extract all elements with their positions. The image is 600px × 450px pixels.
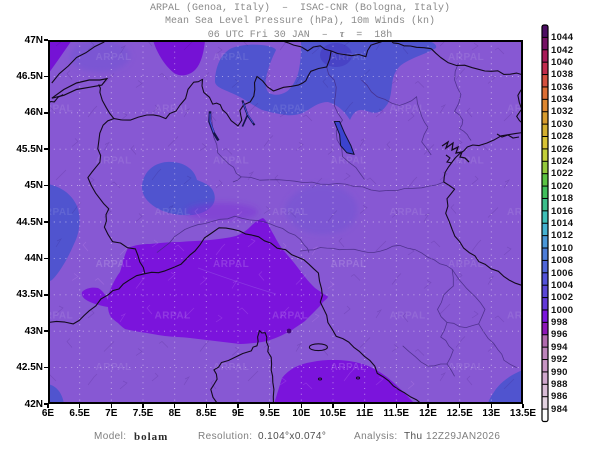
svg-text:ARPAL: ARPAL [390,311,426,322]
svg-text:ARPAL: ARPAL [155,311,191,322]
svg-text:ARPAL: ARPAL [48,104,73,115]
svg-text:ARPAL: ARPAL [507,311,523,322]
svg-text:ARPAL: ARPAL [272,311,308,322]
svg-text:ARPAL: ARPAL [331,362,367,373]
svg-text:ARPAL: ARPAL [331,155,367,166]
svg-text:ARPAL: ARPAL [48,311,73,322]
svg-text:ARPAL: ARPAL [390,207,426,218]
svg-text:ARPAL: ARPAL [448,259,484,270]
svg-text:ARPAL: ARPAL [96,52,132,63]
svg-text:ARPAL: ARPAL [507,104,523,115]
svg-text:ARPAL: ARPAL [213,52,249,63]
svg-text:ARPAL: ARPAL [390,104,426,115]
svg-text:ARPAL: ARPAL [331,52,367,63]
svg-text:ARPAL: ARPAL [448,52,484,63]
svg-text:ARPAL: ARPAL [272,207,308,218]
svg-text:ARPAL: ARPAL [331,259,367,270]
svg-text:ARPAL: ARPAL [48,207,73,218]
svg-text:ARPAL: ARPAL [507,207,523,218]
svg-text:ARPAL: ARPAL [213,259,249,270]
svg-text:ARPAL: ARPAL [155,104,191,115]
svg-text:ARPAL: ARPAL [213,155,249,166]
svg-text:ARPAL: ARPAL [96,155,132,166]
svg-text:ARPAL: ARPAL [448,155,484,166]
svg-text:ARPAL: ARPAL [96,362,132,373]
svg-text:ARPAL: ARPAL [96,259,132,270]
svg-text:ARPAL: ARPAL [155,207,191,218]
svg-text:ARPAL: ARPAL [272,104,308,115]
svg-text:ARPAL: ARPAL [213,362,249,373]
